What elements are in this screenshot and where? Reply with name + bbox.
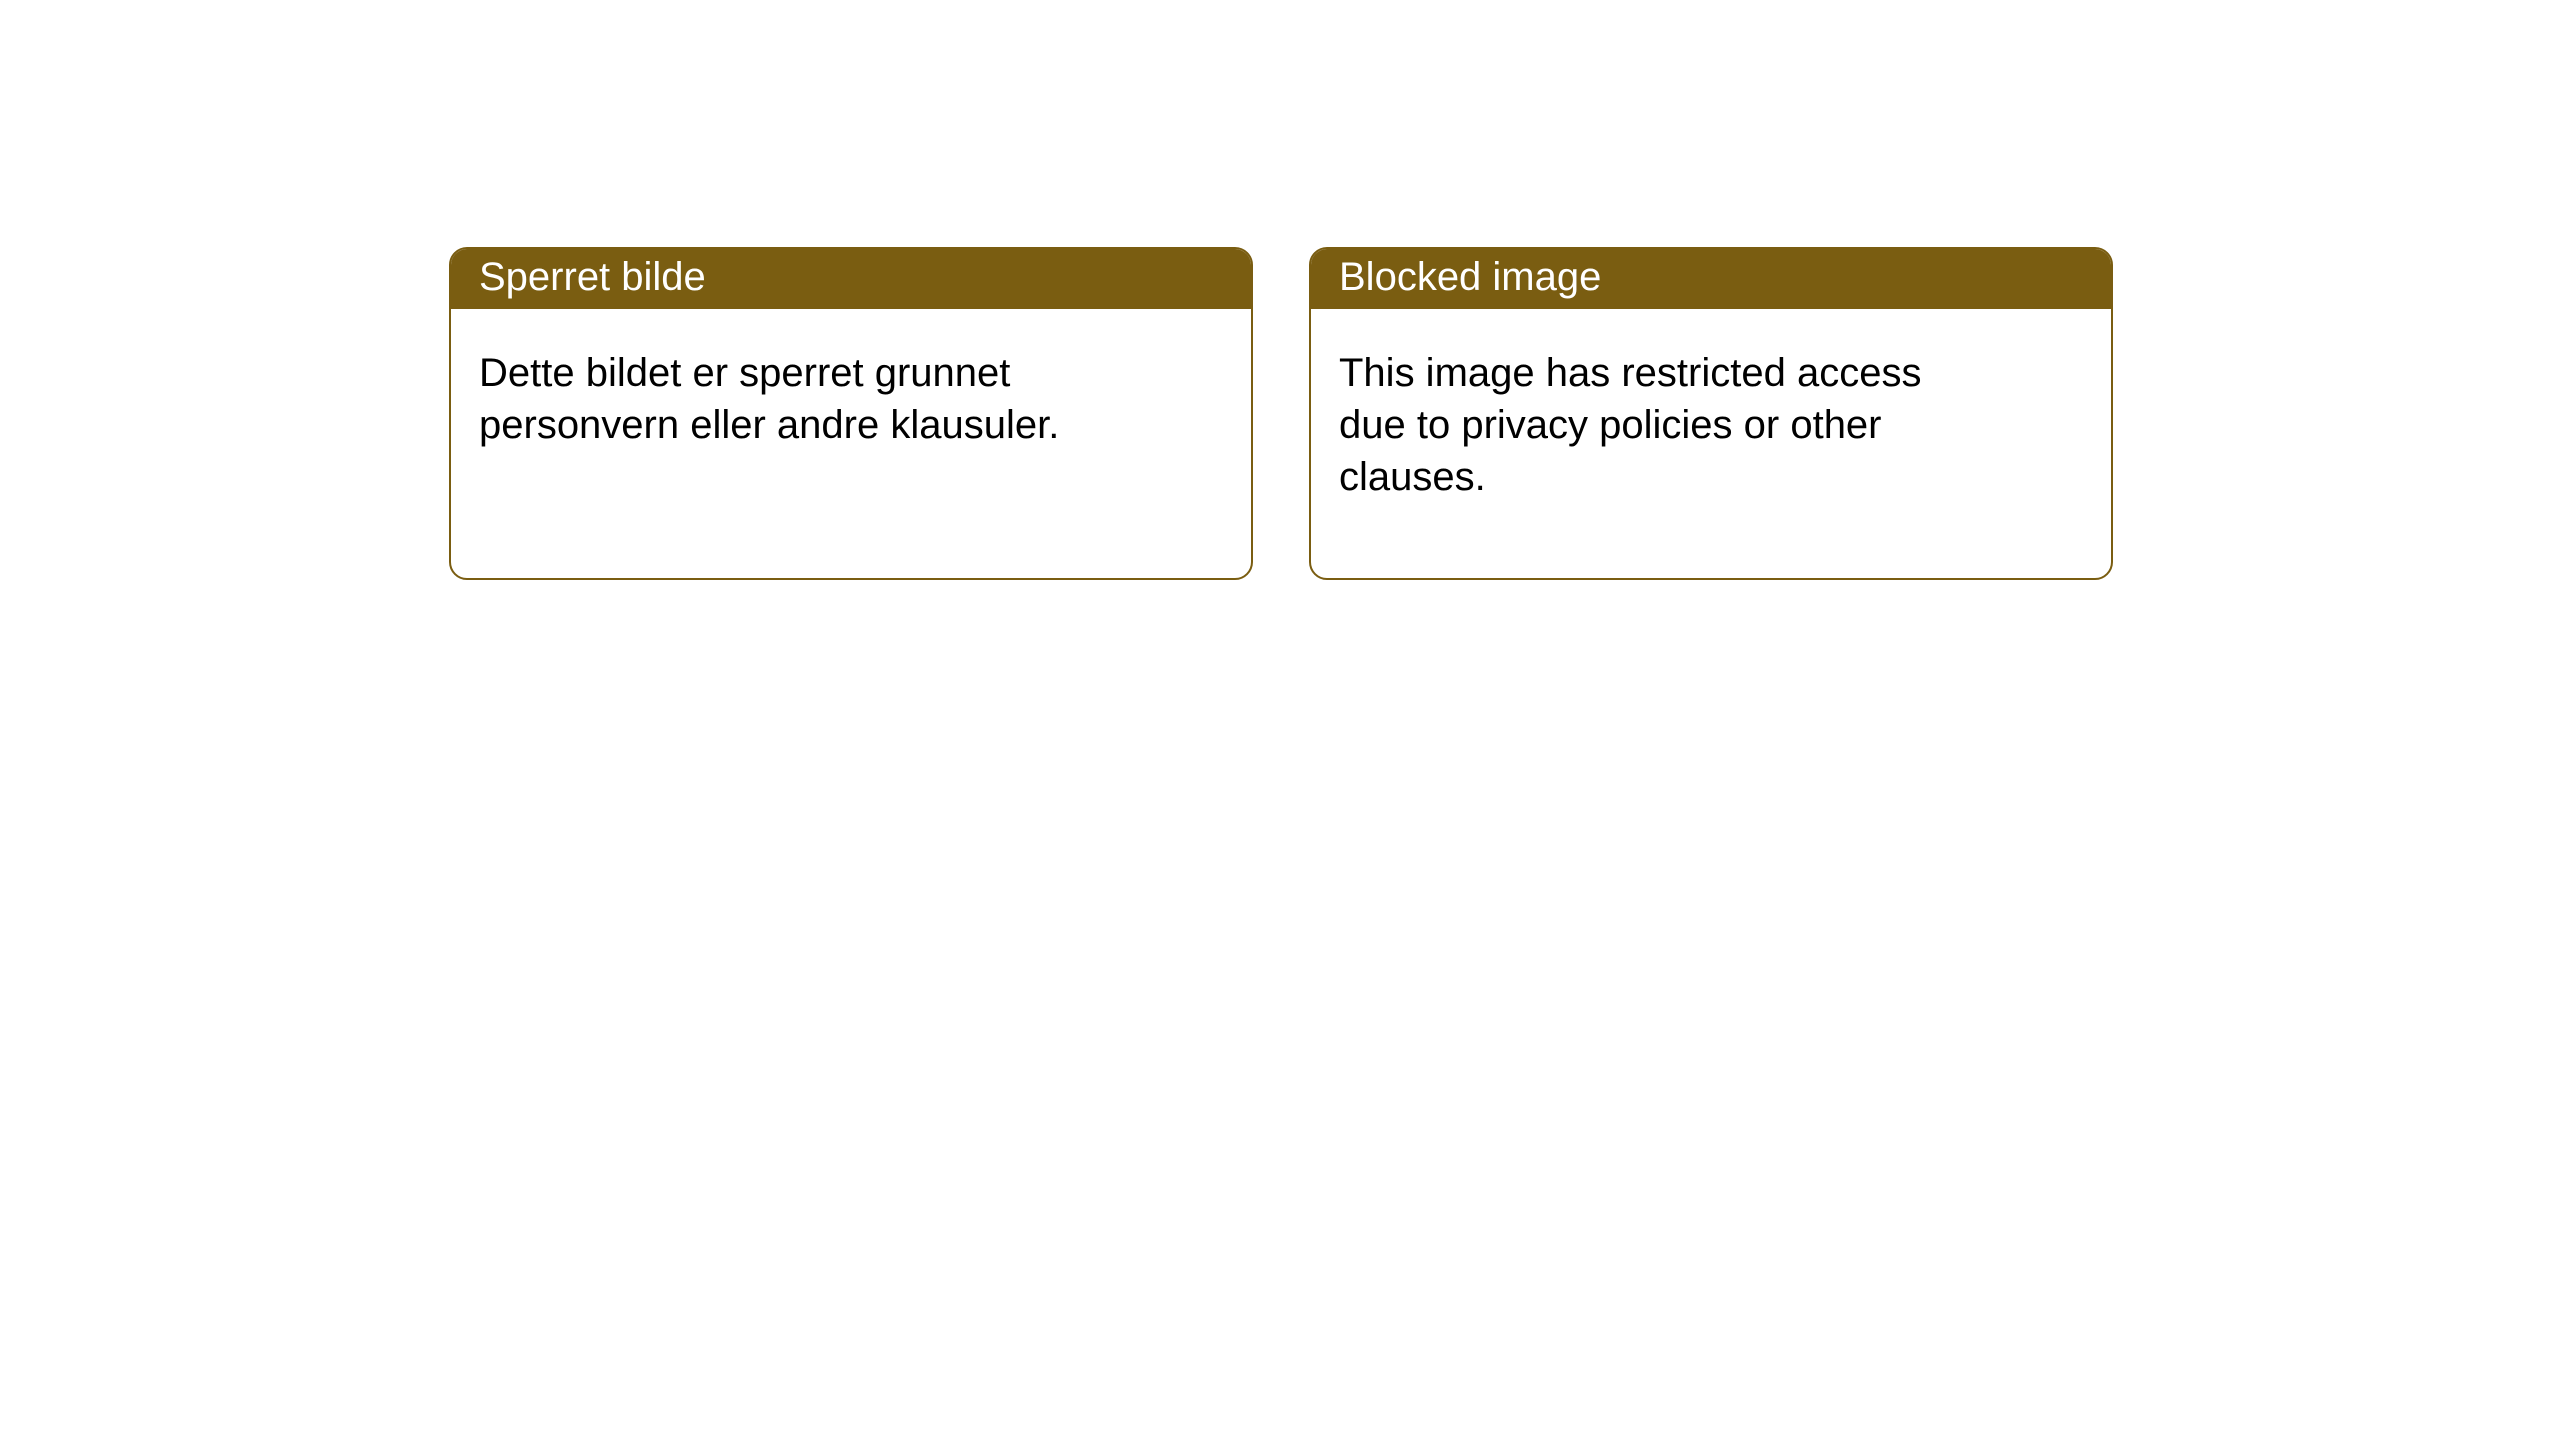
- notice-message: Dette bildet er sperret grunnet personve…: [451, 309, 1101, 479]
- notice-title: Sperret bilde: [451, 249, 1251, 309]
- notice-message: This image has restricted access due to …: [1311, 309, 1961, 531]
- notice-container: Sperret bilde Dette bildet er sperret gr…: [449, 247, 2113, 580]
- notice-card-english: Blocked image This image has restricted …: [1309, 247, 2113, 580]
- notice-card-norwegian: Sperret bilde Dette bildet er sperret gr…: [449, 247, 1253, 580]
- notice-title: Blocked image: [1311, 249, 2111, 309]
